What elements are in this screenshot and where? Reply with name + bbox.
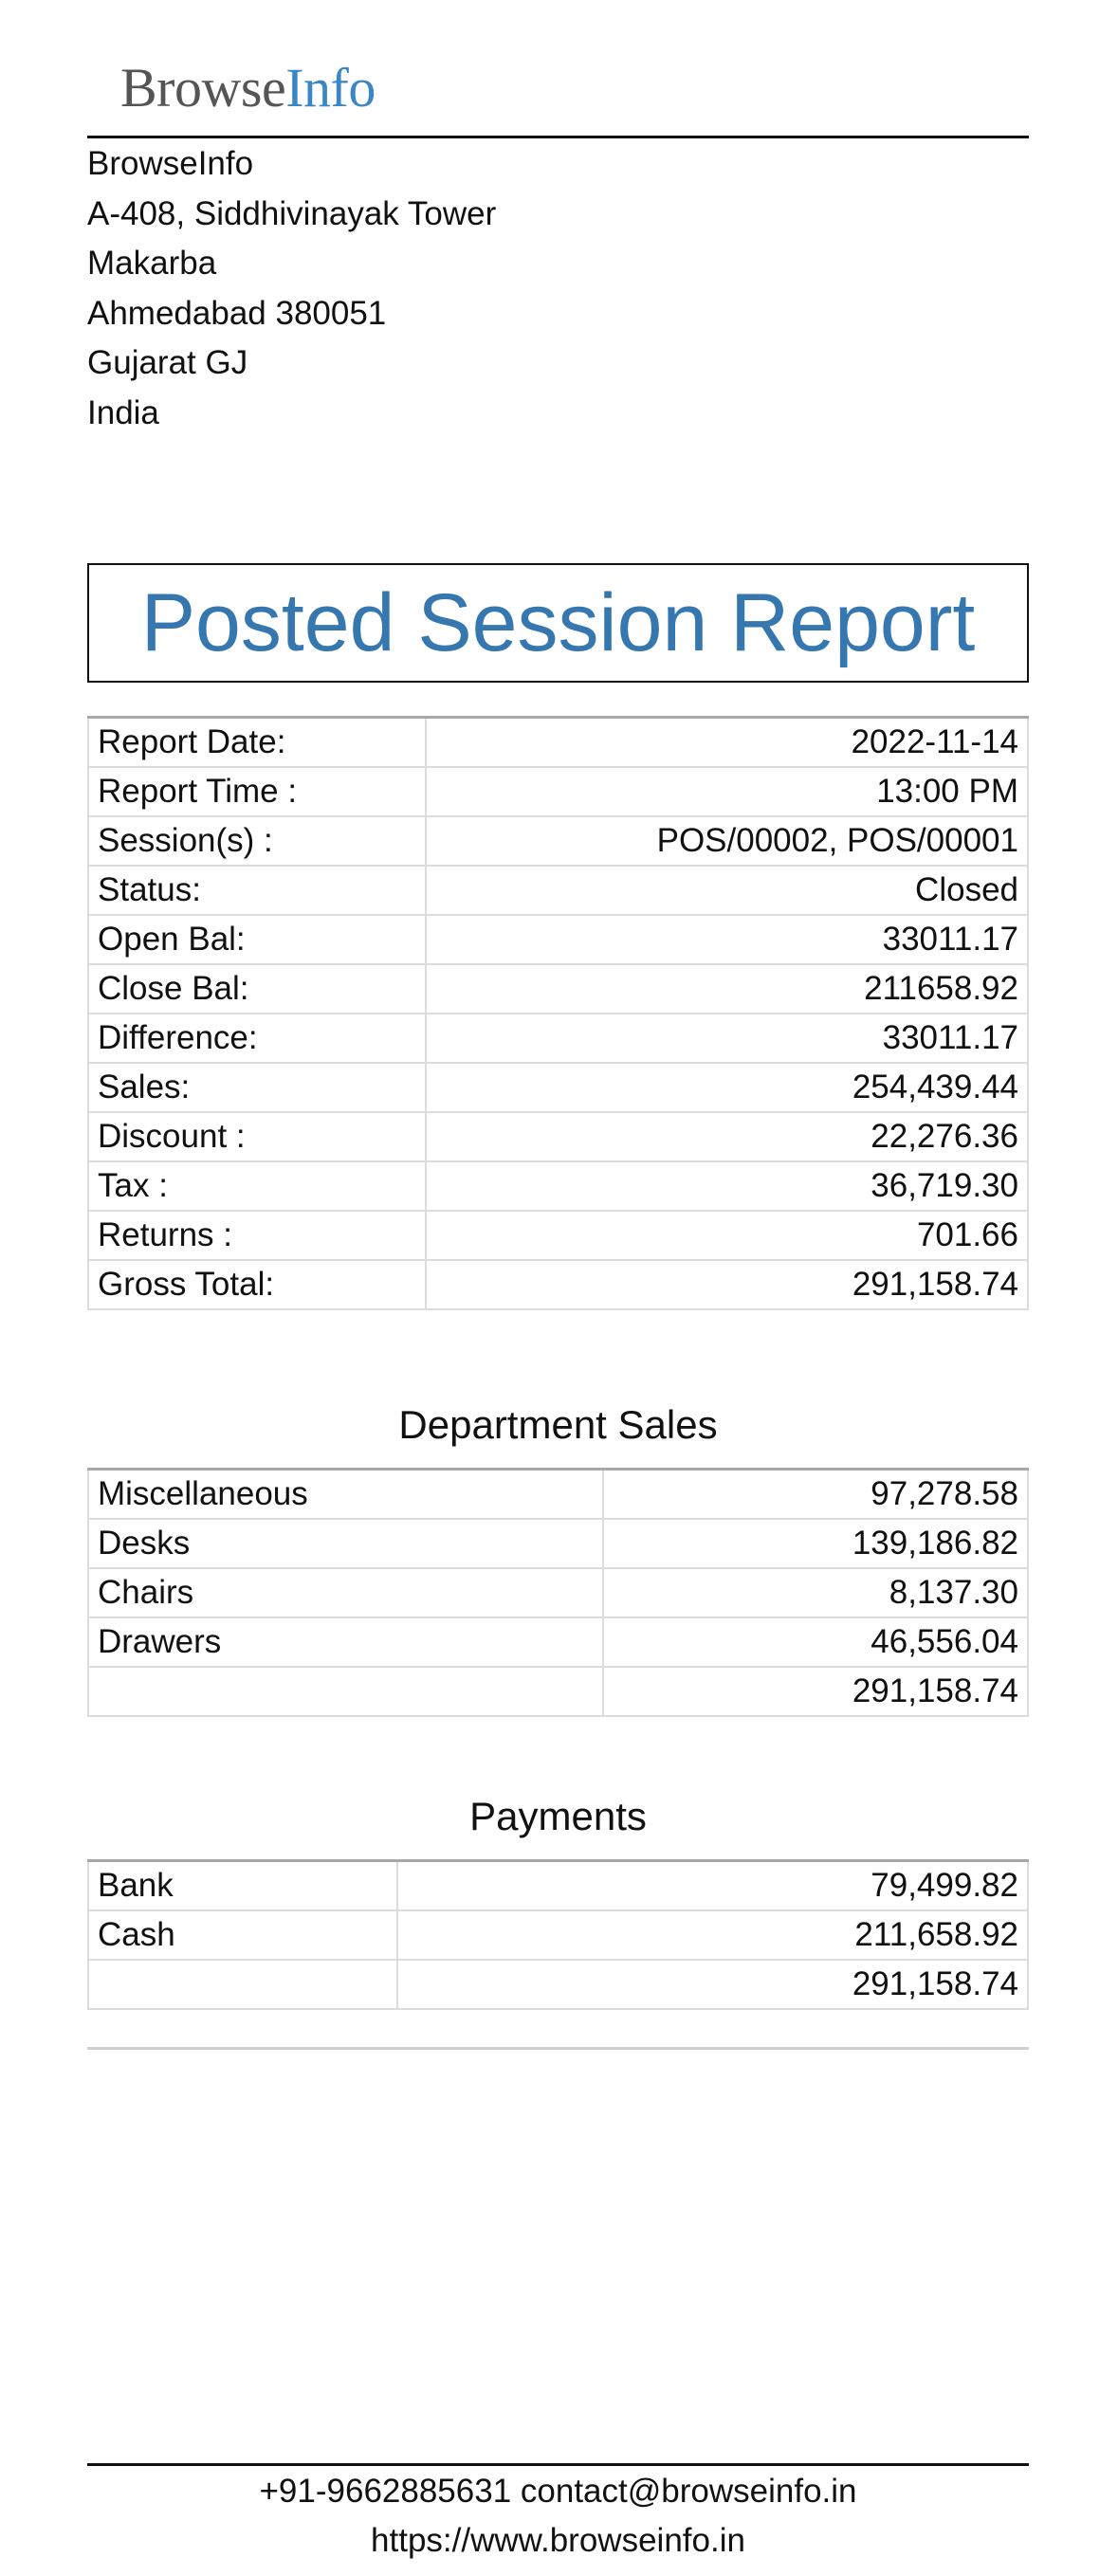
summary-value: 291,158.74 xyxy=(425,1259,1029,1310)
department-sales-heading: Department Sales xyxy=(398,1402,718,1447)
company-name: BrowseInfo xyxy=(87,145,254,182)
department-value: 46,556.04 xyxy=(602,1617,1029,1668)
summary-value: 254,439.44 xyxy=(425,1062,1029,1113)
summary-value: POS/00002, POS/00001 xyxy=(425,815,1029,867)
summary-label: Discount : xyxy=(87,1111,427,1162)
report-end-divider xyxy=(87,2047,1029,2050)
footer-contact-line: +91-9662885631 contact@browseinfo.in xyxy=(87,2467,1029,2516)
summary-label: Report Date: xyxy=(87,716,427,768)
summary-value: Closed xyxy=(425,865,1029,916)
summary-label: Returns : xyxy=(87,1210,427,1261)
table-row: Bank 79,499.82 xyxy=(87,1859,1029,1911)
summary-row-close-bal: Close Bal: 211658.92 xyxy=(87,963,1029,1014)
summary-label: Gross Total: xyxy=(87,1259,427,1310)
payment-total-row: 291,158.74 xyxy=(87,1959,1029,2010)
company-address: BrowseInfo A-408, Siddhivinayak Tower Ma… xyxy=(87,139,496,438)
footer-divider xyxy=(87,2463,1029,2466)
table-row: Chairs 8,137.30 xyxy=(87,1567,1029,1618)
address-state: Gujarat GJ xyxy=(87,344,248,381)
department-label: Desks xyxy=(87,1518,604,1569)
summary-row-sessions: Session(s) : POS/00002, POS/00001 xyxy=(87,815,1029,867)
payments-heading: Payments xyxy=(469,1794,647,1838)
table-row: Cash 211,658.92 xyxy=(87,1909,1029,1961)
footer-phone: +91-9662885631 xyxy=(259,2473,512,2510)
summary-label: Difference: xyxy=(87,1013,427,1064)
summary-row-sales: Sales: 254,439.44 xyxy=(87,1062,1029,1113)
summary-value: 33011.17 xyxy=(425,1013,1029,1064)
summary-row-report-time: Report Time : 13:00 PM xyxy=(87,766,1029,817)
department-value: 139,186.82 xyxy=(602,1518,1029,1569)
summary-value: 701.66 xyxy=(425,1210,1029,1261)
summary-row-difference: Difference: 33011.17 xyxy=(87,1013,1029,1064)
department-label: Chairs xyxy=(87,1567,604,1618)
summary-label: Status: xyxy=(87,865,427,916)
table-row: Desks 139,186.82 xyxy=(87,1518,1029,1569)
browseinfo-logo: BrowseInfo xyxy=(120,55,376,121)
report-title-box: Posted Session Report xyxy=(87,563,1029,683)
department-label: Drawers xyxy=(87,1617,604,1668)
department-total-label xyxy=(87,1666,604,1717)
department-label: Miscellaneous xyxy=(87,1468,604,1520)
footer: +91-9662885631 contact@browseinfo.in htt… xyxy=(87,2467,1029,2566)
summary-label: Tax : xyxy=(87,1160,427,1212)
summary-row-discount: Discount : 22,276.36 xyxy=(87,1111,1029,1162)
payment-label: Cash xyxy=(87,1909,398,1961)
summary-value: 2022-11-14 xyxy=(425,716,1029,768)
payments-table: Bank 79,499.82 Cash 211,658.92 291,158.7… xyxy=(87,1859,1029,2010)
summary-label: Close Bal: xyxy=(87,963,427,1014)
summary-value: 22,276.36 xyxy=(425,1111,1029,1162)
summary-label: Report Time : xyxy=(87,766,427,817)
summary-value: 36,719.30 xyxy=(425,1160,1029,1212)
summary-row-gross-total: Gross Total: 291,158.74 xyxy=(87,1259,1029,1310)
summary-row-tax: Tax : 36,719.30 xyxy=(87,1160,1029,1212)
footer-website: https://www.browseinfo.in xyxy=(371,2522,745,2559)
department-value: 8,137.30 xyxy=(602,1567,1029,1618)
department-sales-table: Miscellaneous 97,278.58 Desks 139,186.82… xyxy=(87,1468,1029,1717)
summary-label: Sales: xyxy=(87,1062,427,1113)
payment-total-label xyxy=(87,1959,398,2010)
summary-label: Session(s) : xyxy=(87,815,427,867)
payment-total-value: 291,158.74 xyxy=(396,1959,1029,2010)
department-total-row: 291,158.74 xyxy=(87,1666,1029,1717)
table-row: Drawers 46,556.04 xyxy=(87,1617,1029,1668)
address-line-2: Makarba xyxy=(87,245,217,282)
payment-value: 79,499.82 xyxy=(396,1859,1029,1911)
table-row: Miscellaneous 97,278.58 xyxy=(87,1468,1029,1520)
summary-value: 13:00 PM xyxy=(425,766,1029,817)
summary-row-open-bal: Open Bal: 33011.17 xyxy=(87,914,1029,965)
address-line-1: A-408, Siddhivinayak Tower xyxy=(87,194,497,232)
address-city-zip: Ahmedabad 380051 xyxy=(87,294,387,332)
summary-label: Open Bal: xyxy=(87,914,427,965)
summary-table: Report Date: 2022-11-14 Report Time : 13… xyxy=(87,716,1029,1310)
department-total-value: 291,158.74 xyxy=(602,1666,1029,1717)
summary-row-returns: Returns : 701.66 xyxy=(87,1210,1029,1261)
payment-value: 211,658.92 xyxy=(396,1909,1029,1961)
report-title: Posted Session Report xyxy=(140,577,976,668)
summary-row-status: Status: Closed xyxy=(87,865,1029,916)
address-country: India xyxy=(87,393,159,431)
logo-part-info: Info xyxy=(285,57,376,119)
payment-label: Bank xyxy=(87,1859,398,1911)
summary-value: 33011.17 xyxy=(425,914,1029,965)
logo-part-browse: Browse xyxy=(120,57,286,119)
footer-email: contact@browseinfo.in xyxy=(520,2473,857,2510)
header-divider xyxy=(87,136,1029,138)
department-value: 97,278.58 xyxy=(602,1468,1029,1520)
summary-value: 211658.92 xyxy=(425,963,1029,1014)
summary-row-report-date: Report Date: 2022-11-14 xyxy=(87,716,1029,768)
